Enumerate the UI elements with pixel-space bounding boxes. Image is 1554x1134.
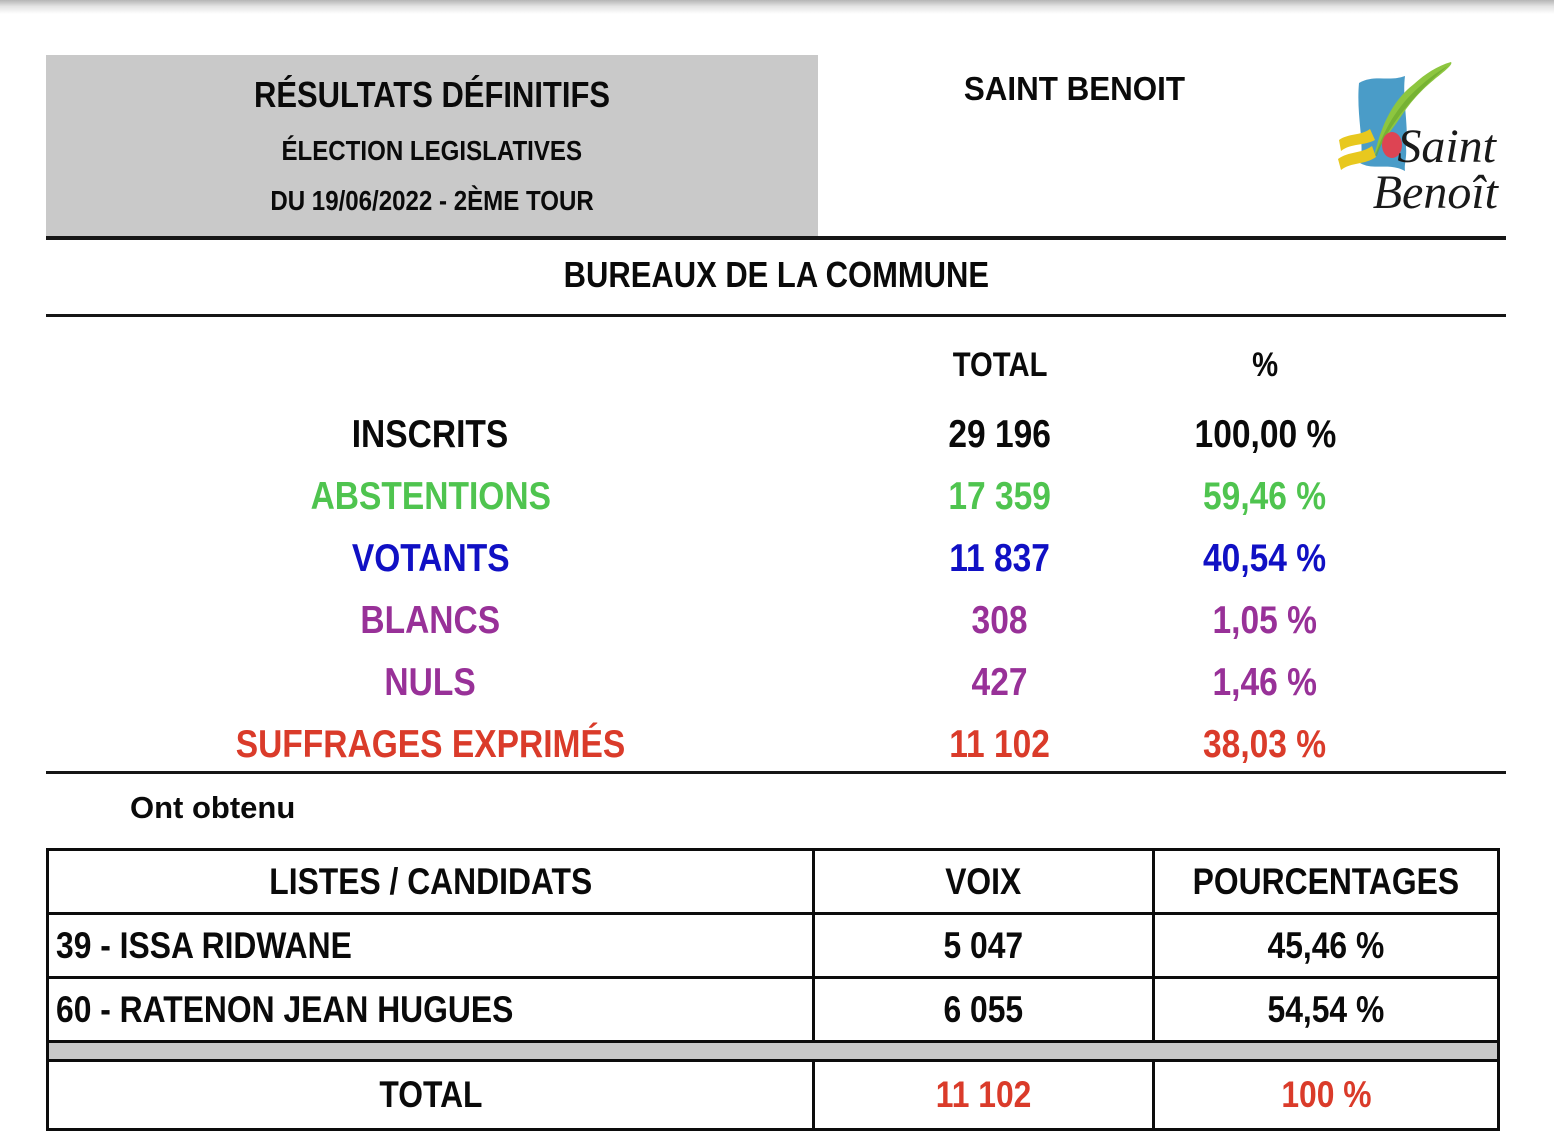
stat-total: 17 359 (948, 475, 1052, 518)
results-row-ratenon-jean-hugues: 60 - RATENON JEAN HUGUES 6 055 54,54 % (49, 979, 1497, 1043)
results-col-voix: VOIX (815, 851, 1155, 912)
stats-col-total: TOTAL (952, 345, 1048, 384)
election-subtitle: ÉLECTION LEGISLATIVES (257, 135, 607, 167)
section-title-text: BUREAUX DE LA COMMUNE (563, 254, 989, 295)
stat-percent: 40,54 % (1203, 537, 1327, 580)
candidate-name: 60 - RATENON JEAN HUGUES (49, 979, 815, 1040)
stats-header-row: TOTAL % (46, 334, 1506, 396)
stat-label: VOTANTS (351, 537, 510, 580)
logo-leaf-icon (1374, 62, 1452, 157)
results-table: LISTES / CANDIDATS VOIX POURCENTAGES 39 … (46, 848, 1500, 1131)
results-header-row: LISTES / CANDIDATS VOIX POURCENTAGES (49, 851, 1497, 915)
election-date: DU 19/06/2022 - 2ÈME TOUR (244, 185, 620, 217)
candidate-voix: 5 047 (815, 915, 1155, 976)
stats-col-percent: % (1251, 345, 1278, 384)
results-title-text: RÉSULTATS DÉFINITIFS (253, 73, 611, 115)
stats-row-inscrits: INSCRITS 29 196 100,00 % (46, 404, 1506, 466)
stats-table: TOTAL % INSCRITS 29 196 100,00 % ABSTENT… (46, 334, 1506, 776)
results-row-issa-ridwane: 39 - ISSA RIDWANE 5 047 45,46 % (49, 915, 1497, 979)
stat-total: 308 (972, 599, 1028, 642)
election-date-text: DU 19/06/2022 - 2ÈME TOUR (270, 185, 594, 217)
stat-total: 11 102 (949, 723, 1051, 766)
results-separator-band (49, 1043, 1497, 1062)
logo-text-benoit: Benoît (1373, 166, 1500, 219)
logo-text-saint: Saint (1397, 120, 1497, 173)
stats-row-suffrages-exprimes: SUFFRAGES EXPRIMÉS 11 102 38,03 % (46, 714, 1506, 776)
ont-obtenu-label: Ont obtenu (130, 790, 296, 825)
stats-row-votants: VOTANTS 11 837 40,54 % (46, 528, 1506, 590)
header-title-box: RÉSULTATS DÉFINITIFS ÉLECTION LEGISLATIV… (46, 55, 818, 236)
stat-percent: 100,00 % (1194, 413, 1336, 456)
logo-ribbon-icon (1339, 129, 1375, 151)
stats-row-abstentions: ABSTENTIONS 17 359 59,46 % (46, 466, 1506, 528)
total-voix: 11 102 (815, 1062, 1155, 1128)
stats-row-nuls: NULS 427 1,46 % (46, 652, 1506, 714)
logo-red-dot (1382, 132, 1402, 158)
stat-total: 427 (972, 661, 1028, 704)
divider-section (46, 314, 1506, 317)
candidate-pourcentage: 45,46 % (1267, 924, 1385, 966)
divider-results (46, 771, 1506, 774)
stat-label: NULS (384, 661, 477, 704)
results-col-pourcentages: POURCENTAGES (1192, 860, 1460, 902)
candidate-pourcentage: 54,54 % (1267, 988, 1385, 1030)
commune-name: SAINT BENOIT (818, 66, 1330, 112)
total-label: TOTAL (49, 1062, 815, 1128)
stat-percent: 59,46 % (1203, 475, 1327, 518)
candidate-voix: 6 055 (815, 979, 1155, 1040)
results-col-candidates: LISTES / CANDIDATS (49, 851, 815, 912)
commune-name-text: SAINT BENOIT (963, 70, 1185, 107)
scan-top-shadow (0, 0, 1554, 14)
stat-total: 11 837 (949, 537, 1051, 580)
total-pourcentage: 100 % (1280, 1074, 1372, 1115)
candidate-name: 39 - ISSA RIDWANE (49, 915, 815, 976)
stat-total: 29 196 (948, 413, 1052, 456)
section-title: BUREAUX DE LA COMMUNE (46, 250, 1506, 300)
stat-label: INSCRITS (352, 413, 509, 456)
stat-label: SUFFRAGES EXPRIMÉS (235, 723, 626, 766)
stat-percent: 1,05 % (1212, 599, 1318, 642)
results-total-row: TOTAL 11 102 100 % (49, 1062, 1497, 1128)
stat-label: BLANCS (360, 599, 501, 642)
divider-top (46, 236, 1506, 240)
logo-ribbon-icon-2 (1338, 146, 1376, 170)
election-subtitle-text: ÉLECTION LEGISLATIVES (281, 134, 583, 166)
stat-percent: 1,46 % (1212, 661, 1318, 704)
stat-percent: 38,03 % (1203, 723, 1327, 766)
stats-row-blancs: BLANCS 308 1,05 % (46, 590, 1506, 652)
stat-label: ABSTENTIONS (310, 475, 551, 518)
results-title: RÉSULTATS DÉFINITIFS (225, 74, 639, 116)
saint-benoit-logo: Saint Benoît (1338, 62, 1500, 219)
